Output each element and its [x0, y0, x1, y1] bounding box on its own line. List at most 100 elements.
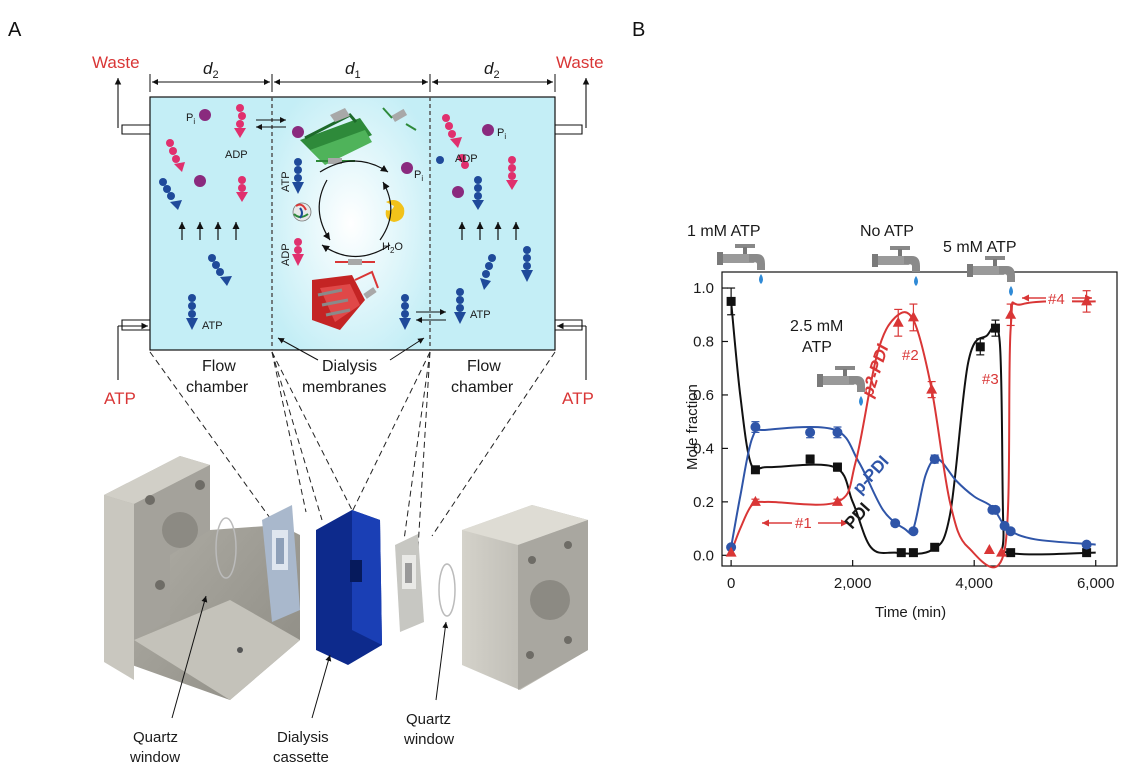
tap-icon-5mm	[967, 256, 1015, 296]
point-p2-pdi	[907, 311, 919, 322]
flow-cell-schematic: Waste Waste ATP ATP d2 d1 d2 Pi ADP ATP	[92, 53, 604, 766]
quartz-window-left-label-1: Quartz	[133, 729, 178, 746]
quartz-window-right-label-2: window	[403, 731, 454, 748]
pi-label-left: Pi	[186, 112, 195, 126]
dialysis-cassette	[316, 510, 382, 665]
waste-label-left: Waste	[92, 53, 140, 72]
plot-frame	[721, 271, 1118, 567]
pi-molecule-left	[199, 109, 211, 121]
atp-inlet-label-right: ATP	[562, 389, 594, 408]
point-p2-pdi	[749, 495, 761, 506]
region-4-label: #4	[1048, 291, 1065, 308]
point-p2-pdi	[892, 316, 904, 327]
y-tick-label: 0.0	[693, 547, 714, 564]
point-pdi	[726, 296, 736, 306]
red-assembly	[312, 270, 379, 330]
adp-label-left: ADP	[225, 149, 248, 161]
flow-chamber-left-label-1: Flow	[202, 358, 236, 375]
point-pdi	[908, 548, 918, 558]
y-axis-label: Mole fraction	[684, 384, 701, 470]
atp-label-center: ATP	[280, 171, 292, 192]
point-p-pdi	[1005, 526, 1016, 537]
tap-icon-1mm	[717, 244, 765, 284]
point-p-pdi	[805, 427, 816, 438]
point-pdi	[930, 542, 940, 552]
annotation-no-atp: No ATP	[860, 223, 914, 240]
point-pdi	[1082, 548, 1092, 558]
h2o-label: H2O	[382, 241, 403, 255]
atp-label-left-inner: ATP	[202, 320, 223, 332]
point-pdi	[896, 548, 906, 558]
right-housing-block	[462, 505, 588, 690]
adp-label-center: ADP	[280, 243, 292, 266]
panel-label-b: B	[632, 19, 645, 41]
point-pdi	[990, 323, 1000, 333]
point-p-pdi	[750, 422, 761, 433]
region-1-label: #1	[795, 515, 812, 532]
quartz-window-left	[215, 517, 237, 579]
point-p2-pdi	[725, 546, 737, 557]
x-tick-label: 0	[727, 575, 735, 592]
point-p-pdi	[1081, 539, 1092, 550]
point-p-pdi	[832, 427, 843, 438]
point-p-pdi	[929, 454, 940, 465]
point-p-pdi	[990, 504, 1001, 515]
dialysis-cassette-label-2: cassette	[273, 749, 329, 766]
point-p-pdi	[908, 526, 919, 537]
point-pdi	[975, 342, 985, 352]
tap-icon-2-5mm	[817, 366, 865, 406]
waste-label-right: Waste	[556, 53, 604, 72]
point-p2-pdi	[1005, 308, 1017, 319]
dialysis-membranes-label-1: Dialysis	[322, 358, 377, 375]
point-pdi	[1006, 548, 1016, 558]
left-housing-block	[104, 456, 300, 700]
chart: 0.0 0.2 0.4 0.6 0.8 1.0 0 2,000 4,000 6,000 Time…	[684, 223, 1118, 621]
y-tick-label: 0.4	[693, 440, 714, 457]
x-tick-label: 6,000	[1077, 575, 1115, 592]
tap-icon-no-atp	[872, 246, 920, 286]
y-tick-label: 0.8	[693, 333, 714, 350]
x-tick-label: 4,000	[955, 575, 993, 592]
atp-inlet-label-left: ATP	[104, 389, 136, 408]
y-tick-label: 0.2	[693, 494, 714, 511]
quartz-window-left-label-2: window	[129, 749, 180, 766]
annotation-5mm-atp: 5 mM ATP	[943, 239, 1017, 256]
annotation-2-5mm-line1: 2.5 mM	[790, 318, 843, 335]
flow-chamber-right-label-2: chamber	[451, 379, 514, 396]
left-membrane-frame	[262, 505, 300, 622]
d2-left-label: d2	[203, 59, 219, 81]
series-markers	[725, 295, 1093, 558]
quartz-window-right-label-1: Quartz	[406, 711, 451, 728]
region-3-label: #3	[982, 371, 999, 388]
dialysis-cassette-label-1: Dialysis	[277, 729, 329, 746]
green-assembly	[300, 108, 372, 165]
point-p2-pdi	[831, 495, 843, 506]
annotation-2-5mm-line2: ATP	[802, 339, 832, 356]
adp-label-right: ADP	[455, 153, 478, 165]
point-pdi	[805, 454, 815, 464]
point-pdi	[832, 462, 842, 472]
adp-molecule-left	[234, 104, 246, 138]
y-tick-label: 0.6	[693, 387, 714, 404]
dialysis-membranes-label-2: membranes	[302, 379, 386, 396]
point-p2-pdi	[996, 546, 1008, 557]
series-label-pdi: PDI	[841, 499, 874, 533]
pi-label-right: Pi	[497, 127, 506, 141]
y-tick-label: 1.0	[693, 280, 714, 297]
panel-label-a: A	[8, 19, 22, 41]
d1-label: d1	[345, 59, 361, 81]
kinase-enzyme	[292, 202, 312, 222]
pi-label-center: Pi	[414, 169, 423, 183]
atp-label-right-inner: ATP	[470, 309, 491, 321]
point-p2-pdi	[983, 543, 995, 554]
x-axis-label: Time (min)	[875, 604, 946, 621]
point-pdi	[750, 465, 760, 475]
region-2-label: #2	[902, 347, 919, 364]
x-tick-label: 2,000	[834, 575, 872, 592]
quartz-window-right	[438, 563, 456, 617]
d2-right-label: d2	[484, 59, 500, 81]
flow-chamber-left-label-2: chamber	[186, 379, 249, 396]
right-membrane-frame	[395, 534, 424, 632]
point-p2-pdi	[926, 383, 938, 394]
